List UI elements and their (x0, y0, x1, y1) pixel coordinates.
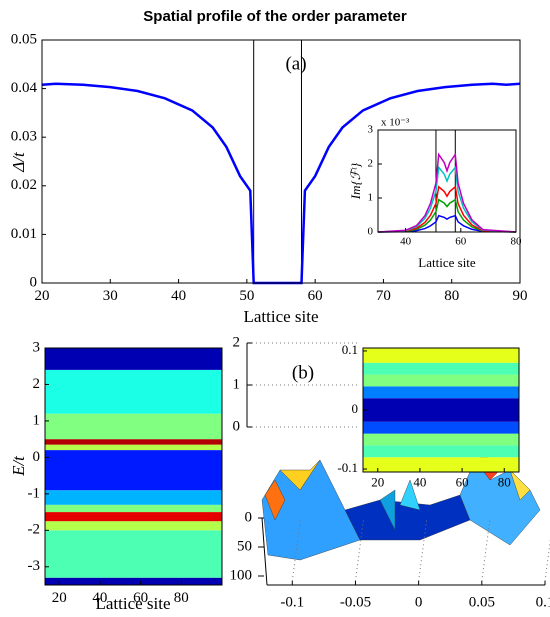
surface-facet (264, 479, 286, 521)
y-tick-label: 0.02 (11, 177, 37, 193)
heatmap-band (363, 421, 519, 434)
data-line (377, 185, 517, 233)
data-line (377, 165, 517, 233)
y-axis-label: Im{ℱᵗ} (348, 162, 363, 200)
plot-frame (44, 347, 223, 586)
heatmap-band (45, 348, 222, 370)
x-tick-label: 20 (371, 475, 384, 490)
grid-line (544, 539, 550, 582)
y-tick-label: 50 (237, 538, 252, 554)
y-tick-label: -1 (28, 485, 41, 501)
heatmap-band (363, 348, 519, 363)
surface-facet (399, 479, 421, 511)
x-tick-label: -0.1 (280, 594, 304, 610)
annotation: (a) (285, 53, 306, 74)
x-axis-label: Lattice site (243, 307, 318, 326)
y-tick-label: 0.03 (11, 129, 37, 145)
y-tick-label: 0.1 (342, 342, 358, 357)
z-tick-label: 0 (233, 418, 241, 434)
x-tick-label: 80 (498, 475, 511, 490)
x-tick-label: 0 (415, 594, 423, 610)
x-tick-label: 0.05 (469, 594, 495, 610)
y-tick-label: 0 (245, 509, 253, 525)
chart-title: Spatial profile of the order parameter (143, 8, 407, 25)
x-tick-label: 0.1 (536, 594, 550, 610)
y-tick-label: 0.05 (11, 31, 37, 47)
x-tick-label: 60 (133, 590, 148, 606)
x-tick-label: -0.05 (340, 594, 371, 610)
x-tick-label: 60 (308, 288, 323, 304)
y-tick-label: 0.04 (11, 80, 38, 96)
y-tick-label: 2 (368, 158, 374, 170)
x-tick-label: 40 (92, 590, 107, 606)
x-tick-label: 60 (455, 235, 467, 247)
x-tick-label: 20 (52, 590, 67, 606)
y-tick-label: 0 (368, 226, 374, 238)
x-tick-label: 40 (413, 475, 426, 490)
heatmap-band (363, 445, 519, 458)
x-axis-label: Lattice site (95, 594, 170, 613)
plot-frame (41, 39, 521, 284)
plot-frame (362, 347, 520, 473)
x-tick-label: 40 (400, 235, 412, 247)
y-tick-label: 1 (368, 192, 374, 204)
data-line (377, 214, 517, 233)
surface-facet (459, 459, 541, 546)
heatmap-band (45, 512, 222, 522)
y-axis-label: E/t (9, 455, 28, 477)
y-tick-label: 3 (368, 124, 374, 136)
x-tick-label: 40 (171, 288, 186, 304)
x-tick-label: 30 (103, 288, 118, 304)
heatmap-band (45, 490, 222, 505)
x-tick-label: 80 (174, 590, 189, 606)
y-tick-label: 2 (33, 376, 41, 392)
x-tick-label: 50 (239, 288, 254, 304)
annotation: (b) (292, 362, 314, 383)
y-tick-label: 3 (33, 339, 41, 355)
heatmap-band (363, 433, 519, 446)
y-tick-label: 0 (33, 449, 41, 465)
z-tick-label: 2 (233, 334, 241, 350)
surface-facet (509, 469, 531, 501)
plot-frame (377, 129, 517, 233)
heatmap-band (45, 444, 222, 451)
heatmap-band (45, 504, 222, 513)
heatmap-band (45, 450, 222, 491)
heatmap-band (363, 398, 519, 422)
x-tick-label: 20 (35, 288, 50, 304)
heatmap-band (45, 369, 222, 414)
heatmap-band (363, 386, 519, 399)
y-tick-label: 0.01 (11, 226, 37, 242)
x-axis-label: Lattice site (418, 255, 476, 270)
scale-label: x 10⁻³ (381, 117, 410, 129)
y-tick-label: 100 (230, 567, 253, 583)
axis-line (261, 517, 268, 586)
surface-facet (279, 459, 321, 491)
x-tick-label: 80 (444, 288, 459, 304)
heatmap-band (363, 457, 519, 472)
x-tick-label: 90 (513, 288, 528, 304)
y-axis-label: Δ/t (9, 151, 28, 173)
x-tick-label: 80 (511, 235, 523, 247)
heatmap-band (363, 374, 519, 387)
data-line (377, 198, 517, 233)
heatmap-band (45, 413, 222, 440)
heatmap-band (45, 439, 222, 445)
x-tick-label: 70 (376, 288, 391, 304)
y-tick-label: -2 (28, 522, 41, 538)
heatmap-band (45, 577, 222, 585)
data-line (377, 152, 517, 233)
heatmap-band (45, 521, 222, 531)
y-tick-label: 1 (33, 412, 41, 428)
y-tick-label: 0 (30, 274, 38, 290)
surface-facet (379, 489, 396, 531)
heatmap-band (45, 530, 222, 578)
heatmap-band (363, 362, 519, 375)
y-tick-label: 0 (352, 401, 359, 416)
x-tick-label: 60 (456, 475, 469, 490)
y-tick-label: -3 (28, 558, 41, 574)
y-tick-label: -0.1 (337, 460, 358, 475)
z-tick-label: 1 (233, 376, 241, 392)
